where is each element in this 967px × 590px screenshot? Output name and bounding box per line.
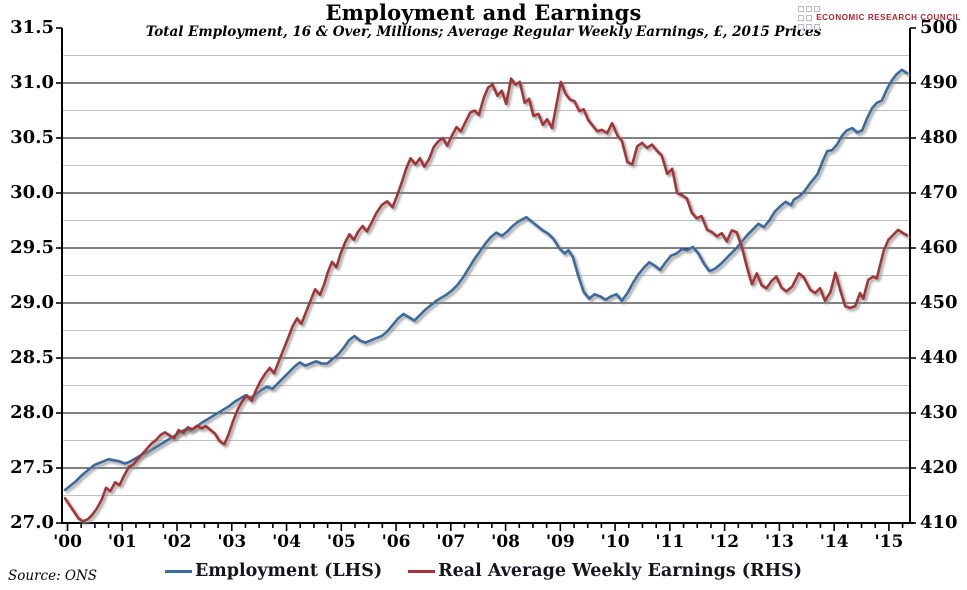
logo-square-icon bbox=[806, 5, 813, 12]
legend-item-employment: Employment (LHS) bbox=[164, 561, 383, 581]
left-axis-tick-label: 28.5 bbox=[10, 347, 54, 368]
logo-square-icon bbox=[798, 23, 805, 30]
left-axis-tick-label: 30.0 bbox=[10, 182, 54, 203]
earnings-line-swatch-icon bbox=[408, 569, 436, 573]
logo-square-icon bbox=[798, 5, 805, 12]
x-axis-tick-label: '05 bbox=[326, 532, 356, 552]
left-axis-tick-label: 27.5 bbox=[10, 457, 54, 478]
left-axis-tick-label: 29.5 bbox=[10, 237, 54, 258]
x-axis-tick-label: '07 bbox=[436, 532, 466, 552]
left-axis-tick-label: 28.0 bbox=[10, 402, 54, 423]
legend-item-earnings: Real Average Weekly Earnings (RHS) bbox=[408, 561, 802, 581]
legend-label: Real Average Weekly Earnings (RHS) bbox=[438, 561, 803, 581]
logo-square-icon bbox=[814, 5, 821, 12]
legend-label: Employment (LHS) bbox=[194, 561, 383, 581]
source-note: Source: ONS bbox=[8, 568, 98, 584]
x-axis-tick-label: '12 bbox=[710, 532, 740, 552]
logo-square-icon bbox=[806, 23, 813, 30]
right-axis-tick-label: 450 bbox=[920, 292, 958, 313]
left-axis-tick-label: 27.0 bbox=[10, 512, 54, 533]
x-axis-tick-label: '10 bbox=[600, 532, 630, 552]
economic-research-council-logo: ECONOMIC RESEARCH COUNCIL bbox=[798, 4, 961, 31]
logo-squares-row bbox=[798, 22, 961, 31]
x-axis-tick-label: '15 bbox=[874, 532, 904, 552]
x-axis-tick-label: '09 bbox=[545, 532, 575, 552]
left-axis-tick-label: 29.0 bbox=[10, 292, 54, 313]
x-axis-tick-label: '08 bbox=[491, 532, 521, 552]
line-chart-plot bbox=[56, 27, 916, 531]
left-axis-tick-label: 31.0 bbox=[10, 72, 54, 93]
chart-legend: Employment (LHS) Real Average Weekly Ear… bbox=[0, 561, 967, 581]
right-axis-tick-label: 440 bbox=[920, 347, 958, 368]
right-axis-tick-label: 490 bbox=[920, 72, 958, 93]
logo-square-icon bbox=[814, 23, 821, 30]
chart-subtitle: Total Employment, 16 & Over, Millions; A… bbox=[145, 24, 822, 40]
left-axis-tick-label: 30.5 bbox=[10, 127, 54, 148]
x-axis-tick-label: '13 bbox=[764, 532, 794, 552]
logo-square-icon bbox=[806, 14, 813, 21]
employment-line-swatch-icon bbox=[164, 569, 192, 573]
logo-squares-row: ECONOMIC RESEARCH COUNCIL bbox=[798, 13, 961, 22]
right-axis-tick-label: 460 bbox=[920, 237, 958, 258]
chart-title: Employment and Earnings bbox=[325, 0, 642, 25]
x-axis-tick-label: '06 bbox=[381, 532, 411, 552]
x-axis-tick-label: '01 bbox=[107, 532, 137, 552]
x-axis-tick-label: '04 bbox=[272, 532, 301, 552]
right-axis-tick-label: 430 bbox=[920, 402, 958, 423]
logo-squares-row bbox=[798, 4, 961, 13]
right-axis-tick-label: 480 bbox=[920, 127, 958, 148]
left-axis-tick-label: 31.5 bbox=[10, 17, 54, 38]
logo-text: ECONOMIC RESEARCH COUNCIL bbox=[816, 13, 961, 22]
logo-square-icon bbox=[798, 14, 805, 21]
right-axis-tick-label: 470 bbox=[920, 182, 958, 203]
right-axis-tick-label: 410 bbox=[920, 512, 958, 533]
x-axis-tick-label: '00 bbox=[53, 532, 82, 552]
x-axis-tick-label: '02 bbox=[162, 532, 192, 552]
x-axis-tick-label: '14 bbox=[819, 532, 849, 552]
x-axis-tick-label: '03 bbox=[217, 532, 247, 552]
x-axis-tick-label: '11 bbox=[655, 532, 685, 552]
right-axis-tick-label: 500 bbox=[920, 17, 958, 38]
right-axis-tick-label: 420 bbox=[920, 457, 958, 478]
